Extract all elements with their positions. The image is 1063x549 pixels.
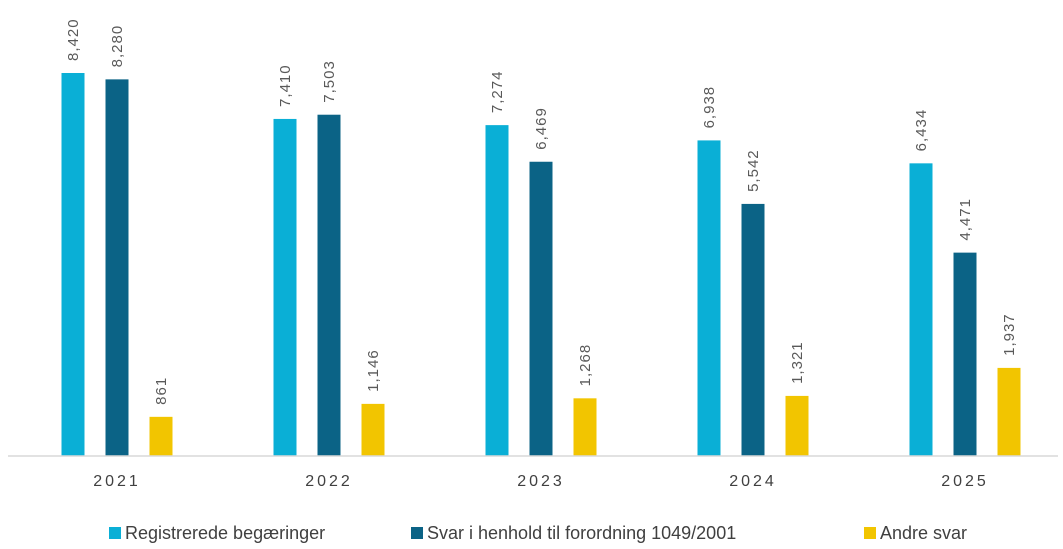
bar-2024-series-2 bbox=[741, 203, 765, 456]
data-label-2025-series-1: 6,434 bbox=[913, 109, 930, 152]
data-label-2021-series-1: 8,420 bbox=[65, 18, 82, 61]
bar-2023-series-3 bbox=[573, 398, 597, 456]
x-tick-labels-group: 2021 2022 2023 2024 2025 bbox=[93, 473, 989, 490]
bar-2022-series-3 bbox=[361, 403, 385, 456]
data-label-2025-series-3: 1,937 bbox=[1001, 313, 1018, 356]
x-tick-label-2023: 2023 bbox=[517, 473, 565, 490]
legend-label-3: Andre svar bbox=[880, 523, 967, 543]
data-label-2024-series-2: 5,542 bbox=[745, 149, 762, 192]
bar-2022-series-1 bbox=[273, 118, 297, 456]
data-label-2023-series-1: 7,274 bbox=[489, 71, 506, 114]
x-tick-label-2024: 2024 bbox=[729, 473, 777, 490]
legend-swatch-1 bbox=[109, 527, 121, 539]
data-label-2024-series-3: 1,321 bbox=[789, 341, 806, 384]
bars-group bbox=[61, 73, 1021, 457]
bar-2024-series-1 bbox=[697, 140, 721, 457]
data-label-2022-series-1: 7,410 bbox=[277, 64, 294, 107]
bar-2025-series-2 bbox=[953, 252, 977, 456]
bar-2023-series-2 bbox=[529, 161, 553, 457]
legend-swatch-3 bbox=[864, 527, 876, 539]
x-tick-label-2021: 2021 bbox=[93, 473, 141, 490]
bar-2023-series-1 bbox=[485, 125, 509, 457]
legend-label-2: Svar i henhold til forordning 1049/2001 bbox=[427, 523, 736, 543]
legend-label-1: Registrerede begæringer bbox=[125, 523, 325, 543]
bar-2021-series-3 bbox=[149, 416, 173, 456]
data-label-2022-series-3: 1,146 bbox=[365, 349, 382, 392]
data-label-2023-series-3: 1,268 bbox=[577, 344, 594, 387]
bar-2021-series-2 bbox=[105, 79, 129, 457]
data-label-2024-series-1: 6,938 bbox=[701, 86, 718, 129]
x-tick-label-2022: 2022 bbox=[305, 473, 353, 490]
data-label-2021-series-3: 861 bbox=[153, 377, 170, 405]
legend: Registrerede begæringer Svar i henhold ti… bbox=[109, 523, 967, 543]
legend-swatch-2 bbox=[411, 527, 423, 539]
data-label-2021-series-2: 8,280 bbox=[109, 25, 126, 68]
bar-2021-series-1 bbox=[61, 73, 85, 456]
bar-2025-series-1 bbox=[909, 163, 933, 457]
bar-2025-series-3 bbox=[997, 367, 1021, 456]
bar-2024-series-3 bbox=[785, 395, 809, 456]
x-tick-label-2025: 2025 bbox=[941, 473, 989, 490]
data-label-2023-series-2: 6,469 bbox=[533, 107, 550, 150]
data-label-2022-series-2: 7,503 bbox=[321, 60, 338, 103]
bar-2022-series-2 bbox=[317, 114, 341, 456]
data-label-2025-series-2: 4,471 bbox=[957, 198, 974, 241]
data-labels-group: 8,420 8,280 861 7,410 7,503 1,146 7,274 6,469 1,… bbox=[65, 18, 1018, 404]
